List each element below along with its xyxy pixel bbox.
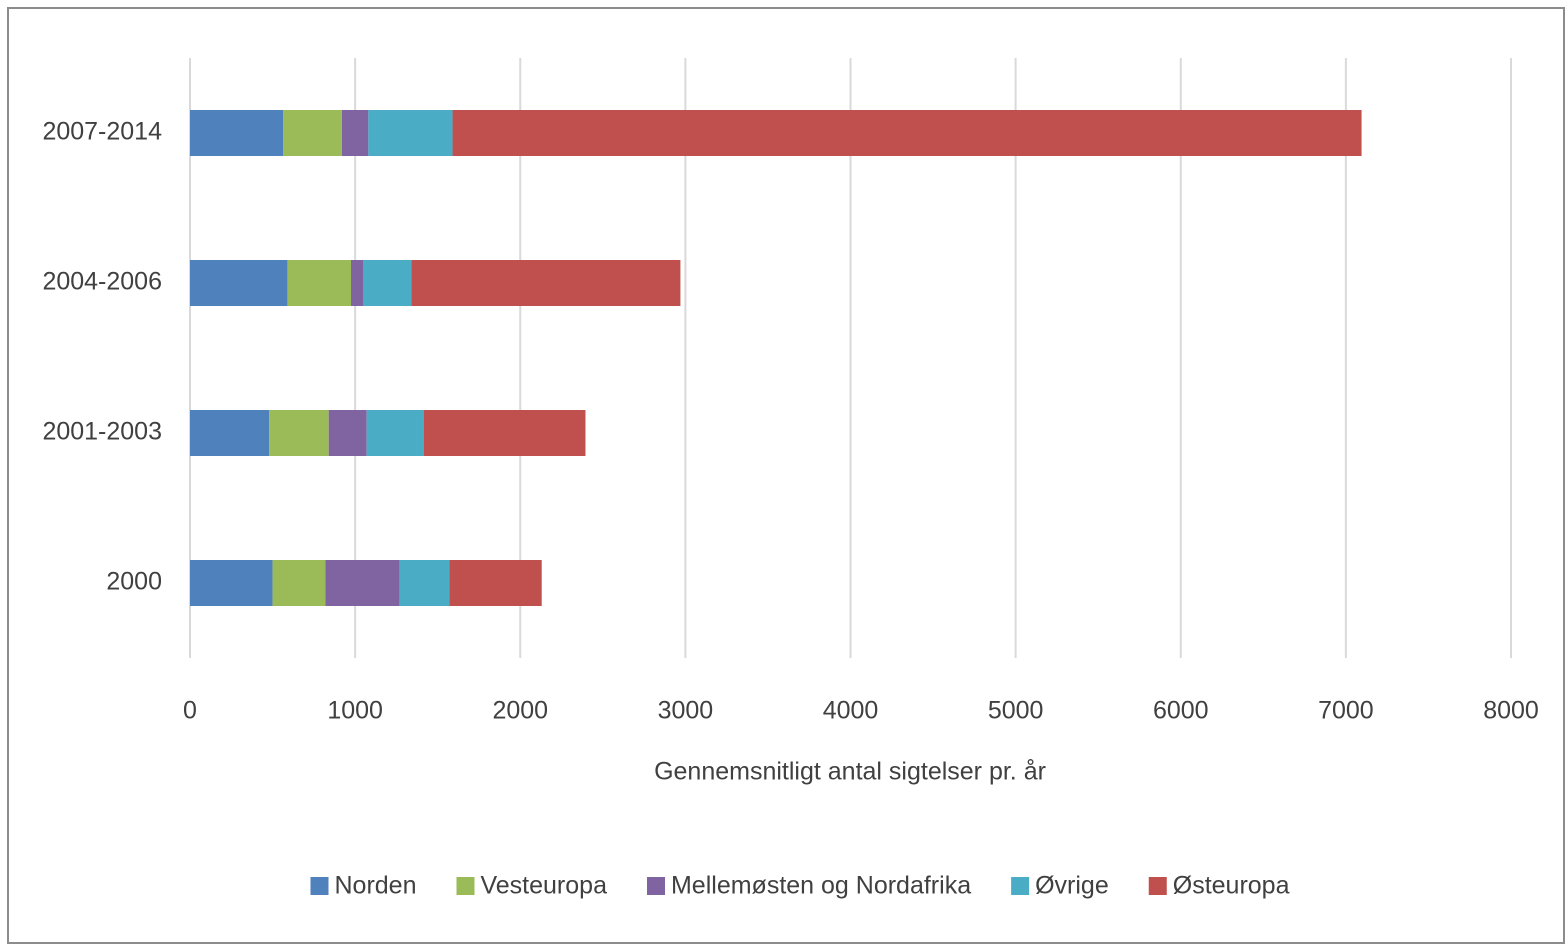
x-tick-label: 6000	[1153, 697, 1209, 725]
bar-segment	[190, 110, 284, 156]
bar-segment	[350, 260, 364, 306]
y-tick-label: 2000	[106, 568, 162, 596]
legend-swatch	[646, 877, 665, 895]
x-tick-label: 5000	[988, 697, 1044, 725]
bar-segment	[452, 110, 1362, 156]
bar-segment	[190, 410, 270, 456]
legend-label: Mellemøsten og Nordafrika	[671, 872, 971, 900]
bar-segment	[328, 410, 367, 456]
bar-segment	[272, 560, 326, 606]
x-tick-label: 4000	[823, 697, 879, 725]
x-tick-label: 7000	[1318, 697, 1374, 725]
bar-segment	[366, 410, 424, 456]
chart-frame	[7, 7, 1565, 944]
bar-segment	[287, 260, 351, 306]
x-tick-label: 3000	[658, 697, 714, 725]
bar-segment	[368, 110, 453, 156]
x-tick-label: 8000	[1483, 697, 1539, 725]
bar-segment	[399, 560, 450, 606]
bar-segment	[363, 260, 412, 306]
bar-segment	[449, 560, 542, 606]
bar-segment	[190, 560, 273, 606]
legend-swatch	[456, 877, 475, 895]
legend-label: Øvrige	[1035, 872, 1109, 900]
bar-segment	[411, 260, 681, 306]
legend-label: Vesteuropa	[480, 872, 607, 900]
legend-swatch	[1011, 877, 1030, 895]
legend-swatch	[310, 877, 329, 895]
x-axis-title: Gennemsnitligt antal sigtelser pr. år	[654, 758, 1046, 786]
bar-segment	[423, 410, 586, 456]
x-tick-label: 0	[183, 697, 197, 725]
y-tick-label: 2001-2003	[42, 418, 162, 446]
bar-segment	[269, 410, 329, 456]
legend-label: Norden	[334, 872, 416, 900]
x-tick-label: 1000	[327, 697, 383, 725]
legend-label: Østeuropa	[1173, 872, 1290, 900]
y-tick-label: 2004-2006	[42, 268, 162, 296]
y-tick-label: 2007-2014	[42, 118, 162, 146]
bar-segment	[325, 560, 400, 606]
bar-segment	[283, 110, 342, 156]
x-tick-label: 2000	[492, 697, 548, 725]
legend-swatch	[1148, 877, 1167, 895]
bar-segment	[190, 260, 288, 306]
bar-segment	[341, 110, 369, 156]
